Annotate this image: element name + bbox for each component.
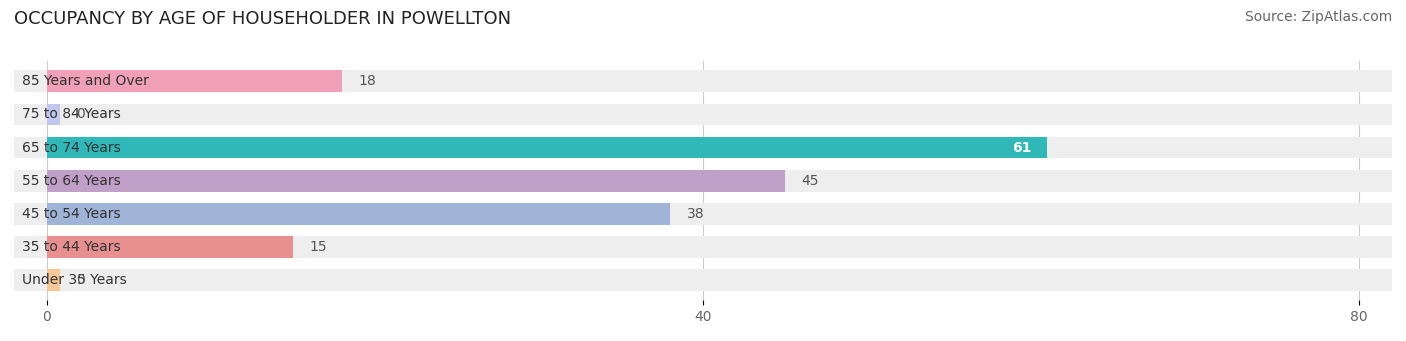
- Text: 35 to 44 Years: 35 to 44 Years: [22, 240, 121, 254]
- Bar: [14, 269, 1392, 291]
- Bar: [14, 137, 1392, 158]
- Bar: [46, 137, 1047, 158]
- Bar: [14, 104, 1392, 125]
- Text: 18: 18: [359, 74, 377, 88]
- Text: 61: 61: [1012, 140, 1031, 154]
- Bar: [46, 203, 671, 225]
- Text: 75 to 84 Years: 75 to 84 Years: [22, 107, 121, 121]
- Text: Source: ZipAtlas.com: Source: ZipAtlas.com: [1244, 10, 1392, 24]
- Text: 45 to 54 Years: 45 to 54 Years: [22, 207, 121, 221]
- Bar: [14, 71, 1392, 92]
- Text: 45: 45: [801, 174, 818, 188]
- Bar: [14, 170, 1392, 192]
- Text: OCCUPANCY BY AGE OF HOUSEHOLDER IN POWELLTON: OCCUPANCY BY AGE OF HOUSEHOLDER IN POWEL…: [14, 10, 512, 28]
- Text: 85 Years and Over: 85 Years and Over: [22, 74, 149, 88]
- Text: 0: 0: [76, 107, 86, 121]
- Bar: [46, 269, 60, 291]
- Bar: [46, 236, 292, 258]
- Text: 0: 0: [76, 273, 86, 287]
- Bar: [46, 104, 60, 125]
- Text: 65 to 74 Years: 65 to 74 Years: [22, 140, 121, 154]
- Bar: [14, 236, 1392, 258]
- Text: 55 to 64 Years: 55 to 64 Years: [22, 174, 121, 188]
- Bar: [46, 170, 785, 192]
- Text: 15: 15: [309, 240, 328, 254]
- Text: 38: 38: [686, 207, 704, 221]
- Bar: [46, 71, 342, 92]
- Text: Under 35 Years: Under 35 Years: [22, 273, 127, 287]
- Bar: [14, 203, 1392, 225]
